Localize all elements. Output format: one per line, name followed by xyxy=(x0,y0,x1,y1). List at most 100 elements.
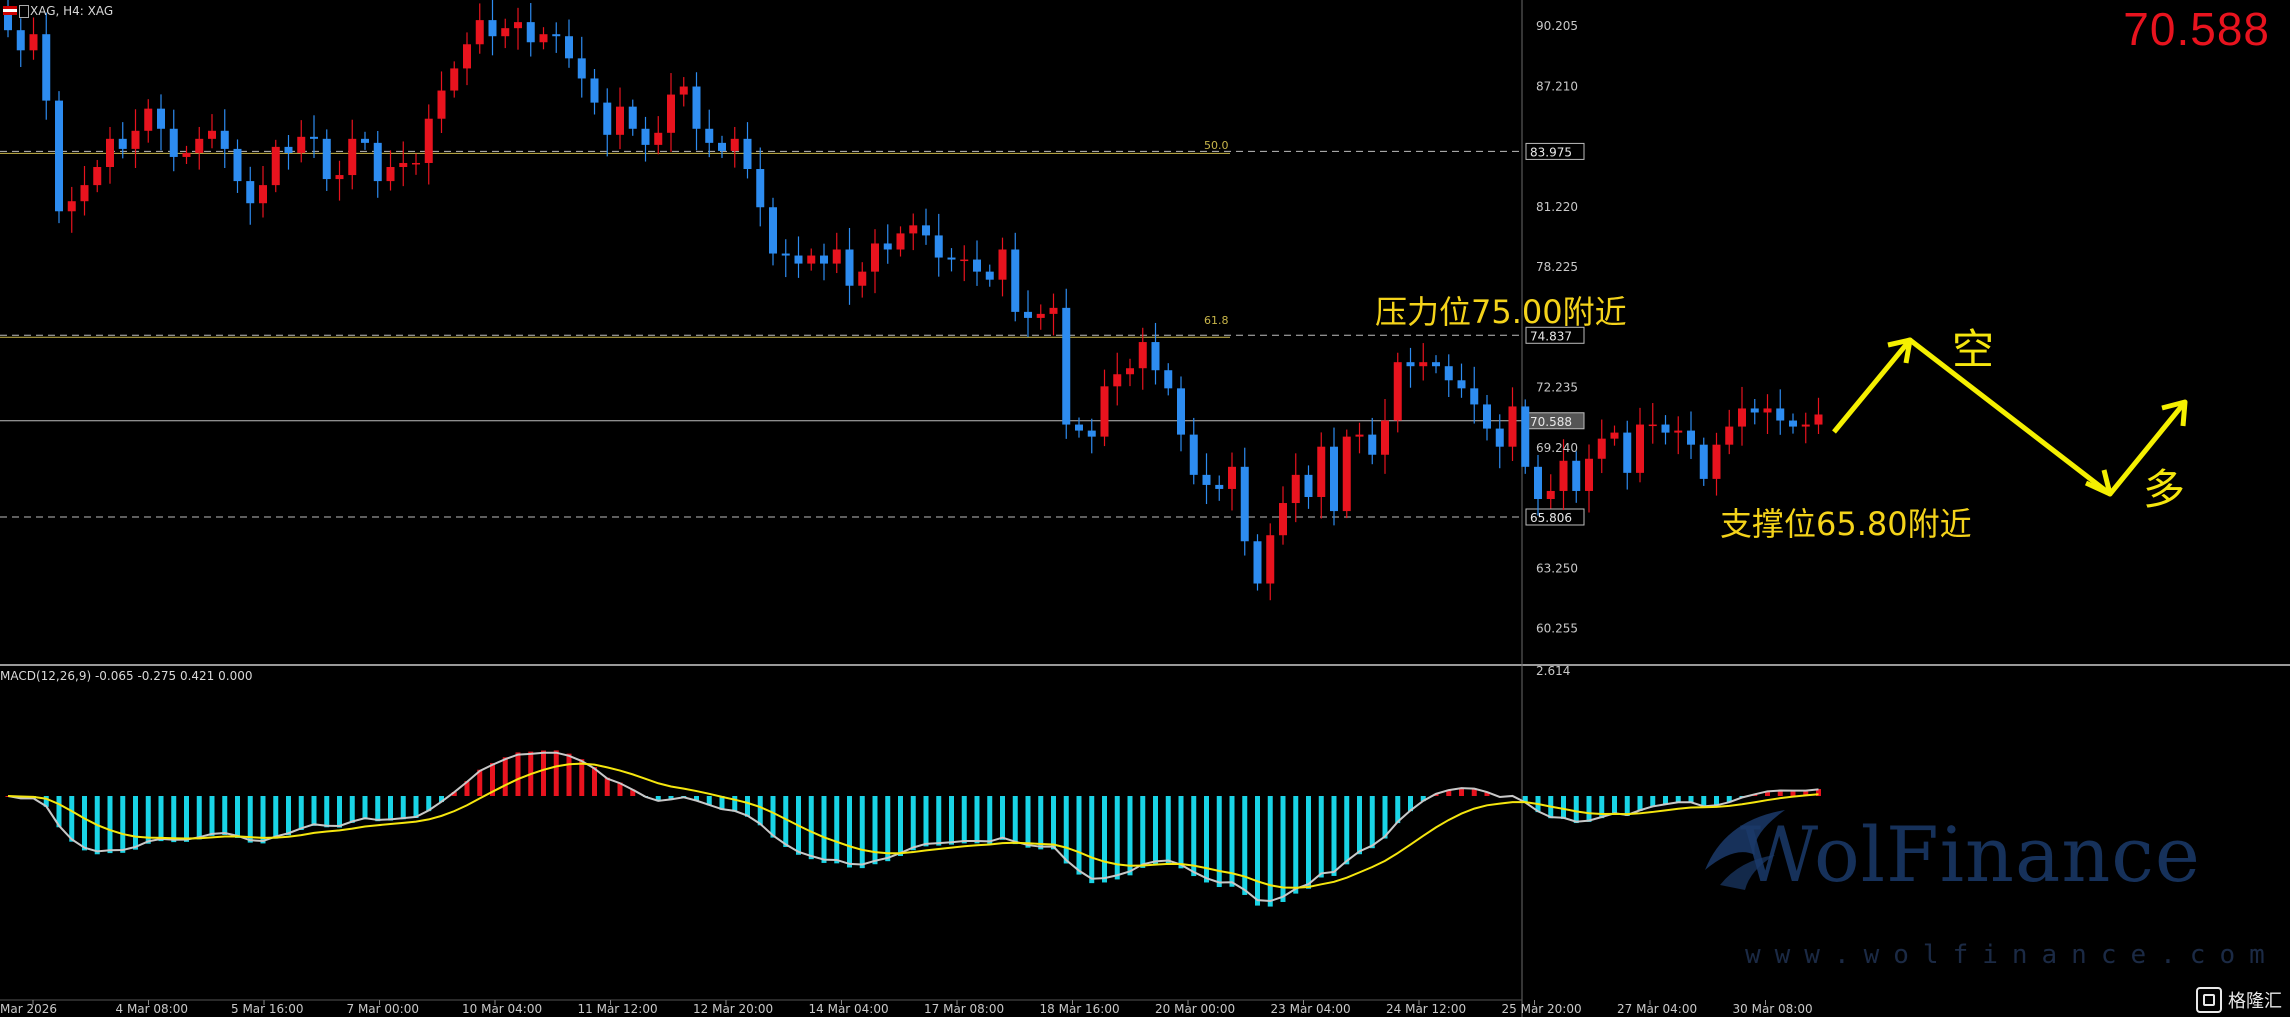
candle xyxy=(871,229,879,294)
candle-body xyxy=(399,162,408,168)
macd-bar xyxy=(1255,796,1260,906)
arrow-head-down xyxy=(2084,469,2113,497)
candle xyxy=(399,141,408,187)
last-price: 70.588 xyxy=(2123,3,2270,55)
document-icon xyxy=(19,5,29,18)
candle-body xyxy=(539,34,548,43)
macd-bar xyxy=(1369,796,1375,849)
candle-body xyxy=(616,106,624,135)
macd-bar xyxy=(82,796,87,851)
macd-bar xyxy=(477,769,483,796)
candle xyxy=(501,18,510,49)
macd-bar xyxy=(592,767,597,796)
candle-body xyxy=(246,181,255,204)
candle-body xyxy=(1674,430,1683,433)
macd-bar xyxy=(1344,796,1350,865)
level-tag-box xyxy=(1525,142,1585,160)
macd-bar xyxy=(43,796,49,807)
macd-bar xyxy=(260,796,266,844)
macd-bar xyxy=(311,796,317,826)
macd-bar xyxy=(171,796,177,843)
candle xyxy=(718,135,726,158)
y-tick-1: 87.210 xyxy=(1536,79,1578,93)
candle xyxy=(781,239,790,278)
candle xyxy=(769,197,777,266)
candle xyxy=(1648,403,1657,444)
candle-body xyxy=(67,201,76,212)
candle-body xyxy=(565,36,573,59)
candle-body xyxy=(1177,388,1185,435)
candle-body xyxy=(475,20,484,45)
candle-body xyxy=(1597,438,1606,459)
candle xyxy=(284,135,293,170)
arrow-head-end xyxy=(2161,399,2188,427)
candle xyxy=(1483,394,1491,441)
candle-body xyxy=(794,255,803,264)
candle xyxy=(1444,354,1453,397)
macd-bar xyxy=(757,796,763,826)
candle xyxy=(807,248,816,271)
candle-body xyxy=(386,167,395,182)
macd-bar xyxy=(719,796,725,810)
candle-body xyxy=(55,100,63,212)
candle-body xyxy=(1317,446,1326,497)
candle xyxy=(1508,387,1517,461)
macd-bar xyxy=(107,796,113,854)
macd-bar xyxy=(349,796,355,823)
candle-body xyxy=(373,142,382,182)
candle xyxy=(208,114,216,149)
macd-bar xyxy=(1191,796,1197,877)
macd-bar xyxy=(1675,796,1681,803)
candle xyxy=(463,32,471,86)
macd-bar xyxy=(1701,796,1707,807)
candle-body xyxy=(871,243,879,272)
candle xyxy=(271,139,280,193)
candle xyxy=(1674,416,1683,455)
candlesticks xyxy=(4,0,1823,601)
candle xyxy=(616,87,624,150)
candle-body xyxy=(297,136,306,153)
macd-bar xyxy=(1688,796,1694,803)
candle-body xyxy=(1521,406,1530,467)
candle-body xyxy=(1661,424,1670,433)
x-tick-12: 24 Mar 12:00 xyxy=(1386,1002,1466,1016)
x-tick-2: 5 Mar 16:00 xyxy=(231,1002,304,1016)
candle-body xyxy=(335,175,344,180)
candle xyxy=(1699,437,1708,486)
macd-bar xyxy=(1204,796,1209,883)
candle xyxy=(1597,419,1606,474)
candle-body xyxy=(934,235,943,258)
candle-body xyxy=(985,271,994,280)
candle xyxy=(1266,523,1275,601)
macd-bar xyxy=(1318,796,1324,878)
candle-body xyxy=(1406,362,1415,367)
candle xyxy=(922,208,930,245)
candle-body xyxy=(1049,307,1058,314)
candle-body xyxy=(590,78,599,103)
macd-bar xyxy=(1242,796,1248,895)
macd-bar xyxy=(235,796,240,838)
candle-body xyxy=(769,207,777,254)
level-tag-box xyxy=(1525,326,1585,344)
candle xyxy=(934,213,943,277)
macd-bar xyxy=(196,796,202,840)
candle xyxy=(1189,417,1198,485)
candle-body xyxy=(781,253,790,256)
macd-bar xyxy=(961,796,967,844)
candle-body xyxy=(1585,458,1593,491)
macd-line xyxy=(7,751,1819,903)
candle-body xyxy=(845,249,854,286)
candle-body xyxy=(973,259,981,272)
candle xyxy=(565,19,573,68)
macd-bar xyxy=(1102,796,1107,883)
candle xyxy=(1636,407,1644,483)
macd-bar xyxy=(1229,796,1235,887)
candle xyxy=(424,104,433,185)
macd-bar xyxy=(1777,790,1783,796)
candle-body xyxy=(1444,366,1453,381)
candle xyxy=(577,36,586,98)
candle xyxy=(169,109,178,172)
candle-body xyxy=(1572,460,1581,491)
macd-bar xyxy=(630,789,636,796)
candle-body xyxy=(552,34,561,37)
